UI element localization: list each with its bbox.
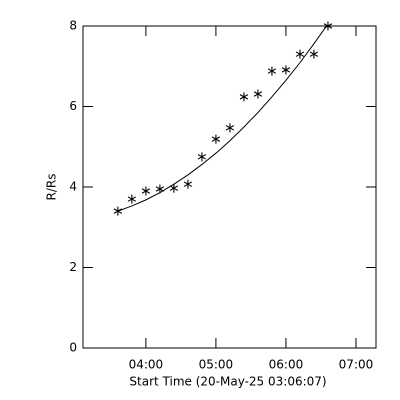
x-tick-label: 07:00 [339, 358, 374, 372]
asterisk-point [183, 179, 193, 189]
asterisk-point [253, 89, 263, 99]
asterisk-point [239, 92, 249, 102]
y-tick-label: 8 [69, 19, 77, 33]
asterisk-point [281, 65, 291, 75]
asterisk-point [169, 183, 179, 193]
asterisk-point [295, 49, 305, 59]
x-tick-label: 04:00 [129, 358, 164, 372]
y-axis-label: R/Rs [45, 174, 59, 201]
asterisk-point [225, 123, 235, 133]
asterisk-point [309, 49, 319, 59]
asterisk-point [141, 186, 151, 196]
y-tick-label: 2 [69, 260, 77, 274]
plot-frame [82, 25, 377, 349]
y-tick-label: 4 [69, 180, 77, 194]
asterisk-point [197, 152, 207, 162]
x-axis-label: Start Time (20-May-25 03:06:07) [129, 375, 326, 389]
fit-line [117, 26, 328, 212]
asterisk-point [211, 134, 221, 144]
y-tick-label: 6 [69, 99, 77, 113]
y-tick-label: 0 [69, 341, 77, 355]
x-tick-label: 06:00 [269, 358, 304, 372]
asterisk-point [267, 66, 277, 76]
x-tick-label: 05:00 [199, 358, 234, 372]
asterisk-point [127, 194, 137, 204]
